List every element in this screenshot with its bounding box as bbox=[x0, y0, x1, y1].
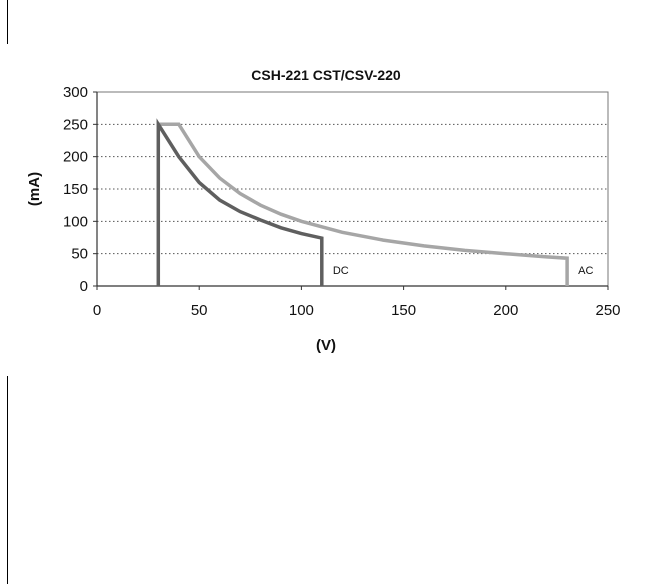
series-line-ac bbox=[158, 122, 569, 286]
x-tick-label: 50 bbox=[191, 302, 208, 319]
y-tick-label: 0 bbox=[80, 278, 88, 295]
page-margin-rule-top bbox=[7, 0, 8, 44]
y-tick-label: 250 bbox=[63, 116, 88, 133]
y-tick-label: 100 bbox=[63, 213, 88, 230]
series-label-ac: AC bbox=[578, 265, 593, 277]
page-margin-rule-bottom bbox=[7, 376, 8, 584]
x-tick-label: 150 bbox=[391, 302, 416, 319]
x-tick-label: 250 bbox=[595, 302, 620, 319]
series-labels: DC AC bbox=[333, 265, 594, 277]
x-axis-label: (V) bbox=[316, 337, 336, 354]
y-tick-label: 300 bbox=[63, 84, 88, 101]
tick-labels: 0 50 100 150 200 250 300 0 50 100 150 200 250 bbox=[63, 84, 621, 319]
axes bbox=[93, 91, 609, 290]
gridlines bbox=[97, 91, 608, 255]
x-tick-label: 100 bbox=[289, 302, 314, 319]
y-tick-label: 150 bbox=[63, 181, 88, 198]
series-line-dc bbox=[156, 118, 324, 286]
chart-title: CSH-221 CST/CSV-220 bbox=[251, 67, 401, 83]
y-tick-label: 200 bbox=[63, 149, 88, 166]
y-axis-label: (mA) bbox=[26, 172, 43, 206]
series-label-dc: DC bbox=[333, 265, 349, 277]
y-tick-label: 50 bbox=[71, 246, 88, 263]
x-tick-label: 200 bbox=[493, 302, 518, 319]
series-lines bbox=[156, 118, 569, 286]
x-tick-label: 0 bbox=[93, 302, 101, 319]
